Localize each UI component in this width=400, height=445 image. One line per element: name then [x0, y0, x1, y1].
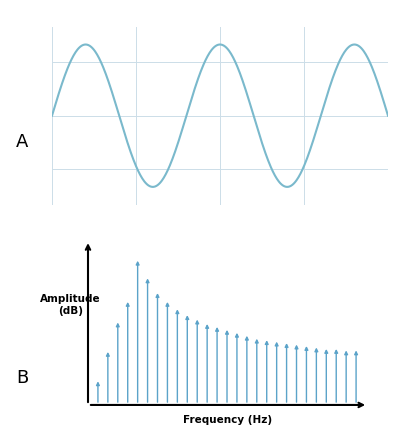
Text: Frequency (Hz): Frequency (Hz)	[184, 415, 272, 425]
Text: B: B	[16, 369, 28, 387]
Text: A: A	[16, 134, 28, 151]
Text: Amplitude
(dB): Amplitude (dB)	[40, 294, 100, 316]
